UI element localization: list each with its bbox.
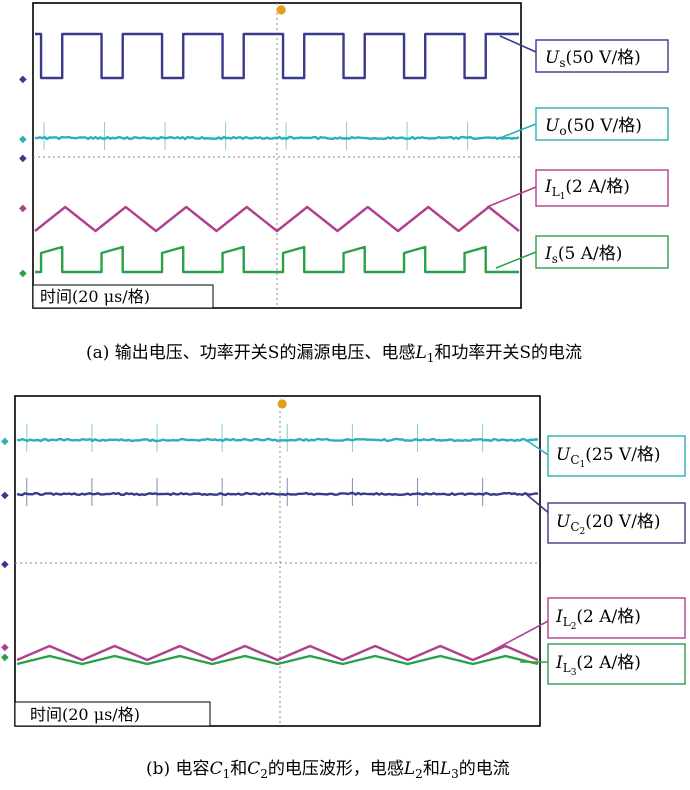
label-uc1: UC1(25 V/格) (556, 445, 661, 470)
callouts-a: Us(50 V/格) Uo(50 V/格) IL1(2 A/格) Is(5 A/… (486, 35, 669, 269)
trace-uc1 (16, 437, 538, 443)
callout-line-il2 (489, 619, 551, 653)
callout-line-is (495, 251, 537, 269)
channel-marker-icon: ◆ (1, 652, 9, 663)
callout-box-us (535, 39, 669, 73)
trace-uo (34, 135, 520, 141)
channel-marker-icon: ◆ (19, 203, 27, 214)
callout-box-uc2 (547, 502, 686, 544)
callout-line-us (499, 35, 537, 53)
traces-a (34, 32, 520, 274)
trace-is (35, 245, 519, 274)
time-label-a: 时间(20 μs/格) (40, 287, 150, 306)
time-box-a (32, 284, 214, 309)
channel-marker-icon: ◆ (19, 74, 27, 85)
caption-a: (a) 输出电压、功率开关S的漏源电压、电感L1和功率开关S的电流 (86, 343, 582, 365)
channel-markers-a: ◆ ◆ ◆ ◆ ◆ (19, 74, 27, 279)
label-il3: IL3(2 A/格) (555, 653, 641, 678)
trace-il2 (16, 644, 539, 662)
callout-line-uo (499, 123, 537, 139)
callout-box-uc1 (547, 435, 686, 477)
panel-b: ◆◆◆◆◆ ● 时间(20 μs/格) UC1(25 V/格) UC2(20 V… (1, 395, 686, 781)
label-is: Is(5 A/格) (544, 244, 622, 266)
trace-il1 (34, 205, 520, 233)
callout-box-il3 (547, 643, 686, 685)
callout-box-is (535, 235, 669, 269)
channel-marker-icon: ◆ (19, 134, 27, 145)
grid-a (33, 3, 521, 308)
callout-line-il1 (486, 186, 537, 208)
grid-b (15, 396, 540, 726)
channel-marker-icon: ◆ (1, 490, 9, 501)
label-il1: IL1(2 A/格) (544, 177, 630, 202)
caption-b: (b) 电容C1和C2的电压波形，电感L2和L3的电流 (146, 759, 510, 781)
trace-uc2 (16, 491, 539, 497)
label-us: Us(50 V/格) (545, 48, 641, 70)
trace-us (35, 32, 519, 80)
channel-markers-b: ◆◆◆◆◆ (1, 436, 9, 663)
time-label-b: 时间(20 μs/格) (30, 705, 140, 724)
trace-il3 (16, 654, 539, 666)
scope-screen-b (14, 395, 541, 727)
channel-marker-icon: ◆ (1, 642, 9, 653)
callout-box-uo (535, 107, 669, 141)
callouts-b: UC1(25 V/格) UC2(20 V/格) IL2(2 A/格) IL3(2… (489, 435, 686, 685)
channel-marker-icon: ◆ (19, 268, 27, 279)
panel-a: ◆ ◆ ◆ ◆ ◆ ● 时间(20 μs/格) Us(50 V/格) Uo(50 V/格… (19, 2, 669, 365)
callout-box-il2 (547, 597, 686, 639)
channel-marker-icon: ◆ (1, 436, 9, 447)
channel-marker-icon: ◆ (19, 153, 27, 164)
trigger-marker-icon: ● (277, 396, 287, 410)
callout-line-uc2 (525, 493, 551, 515)
callout-box-il1 (535, 169, 669, 207)
traces-b (16, 424, 539, 666)
channel-marker-icon: ◆ (1, 559, 9, 570)
trigger-marker-icon: ● (276, 2, 286, 16)
label-uo: Uo(50 V/格) (545, 116, 642, 138)
label-uc2: UC2(20 V/格) (556, 512, 661, 537)
label-il2: IL2(2 A/格) (555, 607, 641, 632)
time-box-b (14, 701, 211, 727)
